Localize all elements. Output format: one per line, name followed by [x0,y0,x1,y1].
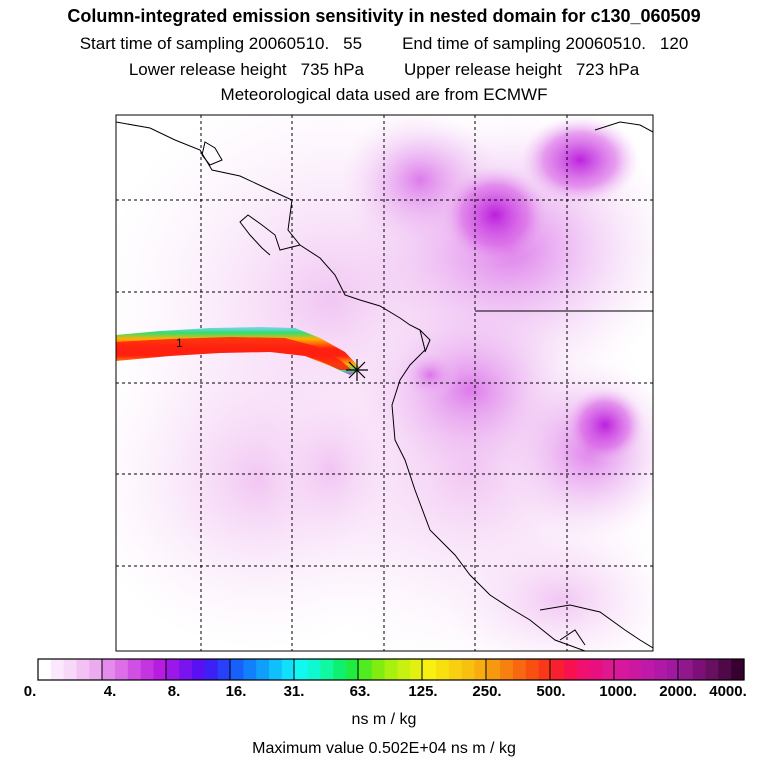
colorbar-cell [320,659,334,680]
colorbar-cell [423,659,437,680]
lower-release-value: 735 hPa [300,60,364,79]
colorbar-cell [371,659,386,680]
colorbar-cell [217,659,232,680]
colorbar-tick-label: 1000. [599,683,637,700]
colorbar-cell [76,659,90,680]
upper-release-label: Upper release height [404,60,562,79]
colorbar-frame [37,658,745,681]
colorbar-cell [731,659,745,680]
colorbar-cell [615,659,630,680]
colorbar-cell [538,659,553,680]
colorbar-cell [654,659,668,680]
colorbar-cell [410,659,424,680]
colorbar-cell [602,659,617,680]
colorbar-cell [281,659,296,680]
colorbar-tick-label: 8. [167,683,181,700]
colorbar-cell [679,659,694,680]
sampling-time-line: Start time of sampling 20060510. 55 End ti… [0,34,768,54]
colorbar-cell [115,659,129,680]
colorbar-cell [525,659,540,680]
end-time-value: 120 [659,34,689,53]
colorbar-cell [448,659,463,680]
colorbar-cell [641,659,655,680]
colorbar-cell [127,659,142,680]
colorbar-cell [38,659,52,680]
colorbar-cell [384,659,399,680]
lower-release-label: Lower release height [128,60,287,79]
map-frame [115,114,654,652]
colorbar-tick-label: 16. [225,683,247,700]
upper-release-value: 723 hPa [575,60,640,79]
colorbar-cell [474,659,488,680]
colorbar-cell [243,659,257,680]
colorbar-cell [666,659,681,680]
map-title: Column-integrated emission sensitivity i… [67,6,701,26]
colorbar-cell [564,659,578,680]
colorbar-cell [153,659,167,680]
maximum-value-text: Maximum value 0.502E+04 ns m / kg [252,740,516,757]
colorbar-cell [435,659,450,680]
colorbar-cell [333,659,347,680]
colorbar-cell [63,659,78,680]
release-marker-label: 1 [176,336,183,350]
colorbar-tick-label: 0. [23,683,37,700]
colorbar-tick-label: 31. [283,683,305,700]
colorbar-cell [628,659,642,680]
sensitivity-field [116,115,653,651]
star-cross-icon [346,359,368,381]
colorbar-cell [140,659,155,680]
colorbar-cell [551,659,565,680]
colorbar-cell [179,659,193,680]
colorbar-tick-label: 250. [472,683,502,700]
colorbar-cell [307,659,321,680]
colorbar-cell [577,659,591,680]
colorbar-cell [397,659,411,680]
colorbar-cell [705,659,719,680]
colorbar-cell [269,659,283,680]
colorbar-cells [38,659,745,680]
colorbar-cell [256,659,270,680]
colorbar-cell [718,659,732,680]
start-time-value: 55 [343,34,363,53]
colorbar-cell [294,659,309,680]
release-plume [116,327,360,375]
colorbar-cell [50,659,65,680]
colorbar-tick-label: 63. [349,683,371,700]
colorbar-tick-label: 2000. [659,683,697,700]
release-height-line: Lower release height 735 hPa Upper release… [0,60,768,80]
end-time-label: End time of sampling 20060510. [402,34,646,53]
colorbar-cell [500,659,514,680]
colorbar-cell [512,659,527,680]
colorbar-cell [346,659,360,680]
colorbar-cell [461,659,476,680]
colorbar-cell [487,659,501,680]
colorbar-cell [589,659,604,680]
colorbar-cell [204,659,219,680]
colorbar-cell [192,659,206,680]
colorbar-tick-label: 500. [536,683,566,700]
colorbar-cell [89,659,103,680]
colorbar-tick-label: 125. [408,683,438,700]
colorbar-tick-label: 4. [103,683,117,700]
colorbar-tick-label: 4000. [709,683,747,700]
colorbar-cell [166,659,180,680]
coastline [116,121,653,651]
meteorological-data-line: Meteorological data used are from ECMWF [220,85,548,104]
start-time-label: Start time of sampling 20060510. [79,34,330,53]
colorbar-cell [358,659,373,680]
lat-lon-grid [116,115,653,651]
colorbar-cell [102,659,116,680]
colorbar-units: ns m / kg [351,711,417,728]
colorbar-cell [230,659,244,680]
colorbar-cell [692,659,707,680]
